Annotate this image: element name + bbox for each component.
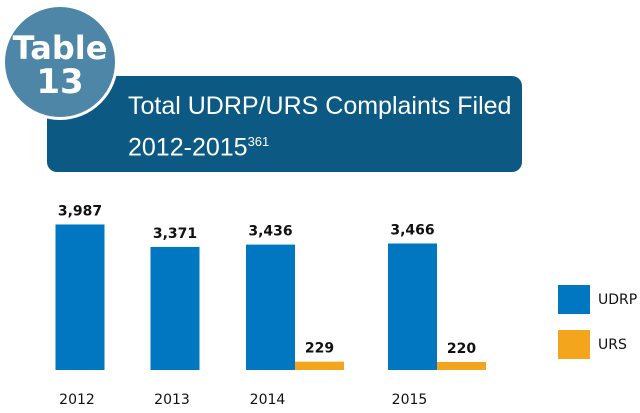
- bar: [55, 224, 105, 370]
- value-label: 229: [305, 341, 334, 357]
- bar: [388, 243, 437, 370]
- badge-number: 13: [36, 62, 84, 102]
- value-label: 3,466: [390, 222, 434, 238]
- legend-label: UDRP: [598, 292, 637, 308]
- chart-title-block: Total UDRP/URS Complaints Filed 2012-201…: [128, 88, 518, 165]
- value-label: 3,436: [248, 224, 292, 240]
- badge: Table 13: [2, 4, 118, 120]
- legend-swatch: [558, 330, 590, 359]
- title-box: [47, 76, 522, 172]
- chart-title: Total UDRP/URS Complaints Filed 2012-201…: [128, 92, 512, 162]
- x-tick-label: 2014: [250, 392, 286, 408]
- title-footnote: 361: [247, 134, 270, 149]
- value-label: 3,987: [58, 203, 102, 219]
- badge-label: Table: [12, 29, 108, 67]
- x-tick-label: 2012: [59, 392, 95, 408]
- value-label: 220: [447, 341, 476, 357]
- bar: [295, 361, 344, 370]
- x-tick-label: 2015: [392, 392, 428, 408]
- bar: [437, 361, 486, 370]
- legend-swatch: [558, 285, 590, 314]
- bar: [150, 246, 200, 370]
- x-tick-label: 2013: [154, 392, 190, 408]
- legend-label: URS: [598, 337, 627, 353]
- bar: [246, 244, 295, 370]
- value-label: 3,371: [153, 226, 197, 242]
